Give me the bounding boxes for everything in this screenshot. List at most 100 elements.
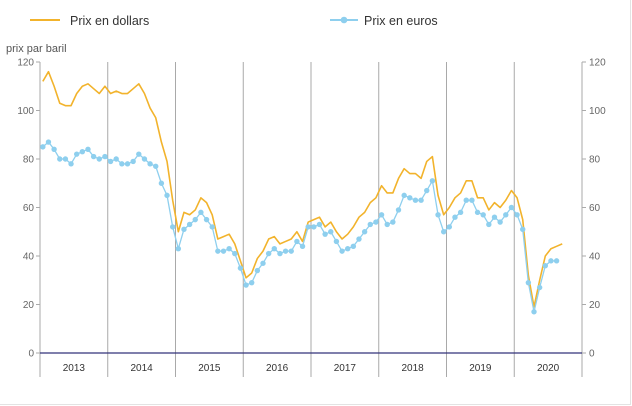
series-point-euros [412,197,419,203]
series-point-euros [469,197,475,203]
series-point-euros [277,250,283,257]
series-point-euros [339,248,345,254]
series-point-euros [378,212,385,218]
series-point-euros [192,216,198,223]
y-tick-label-right: 40 [589,252,601,263]
series-point-euros [107,158,114,165]
series-point-euros [243,282,249,288]
series-point-euros [130,158,136,165]
series-point-euros [333,238,340,245]
series-point-euros [361,229,368,235]
series-point-euros [491,214,498,220]
series-point-euros [220,248,227,254]
series-point-euros [345,246,351,252]
series-point-euros [68,161,74,167]
y-tick-label-right: 0 [589,349,595,360]
series-line-euros [42,141,557,313]
series-point-euros [198,209,204,216]
series-point-euros [474,209,481,216]
series-point-euros [186,221,193,228]
x-tick-label: 2019 [469,363,492,374]
series-point-euros [175,246,182,252]
y-tick-label-left: 100 [17,106,34,117]
series-point-euros [169,224,176,230]
series-point-euros [548,258,554,264]
series-point-euros [40,144,46,150]
series-point-euros [90,153,97,160]
series-point-euros [486,221,492,228]
y-tick-label-right: 100 [589,106,606,117]
series-point-euros [294,238,300,245]
series-point-euros [124,161,131,167]
series-point-euros [440,229,447,235]
series-point-euros [45,139,52,145]
legend-euros-marker [340,16,348,24]
y-tick-label-left: 80 [23,155,35,166]
series-point-euros [463,197,469,203]
legend-dollars-label: Prix en dollars [70,14,149,28]
series-point-euros [265,250,272,257]
series-line-dollars [42,70,563,308]
series-point-euros [215,248,221,254]
y-tick-label-left: 60 [23,203,35,214]
series-point-euros [85,146,91,152]
series-point-euros [232,250,238,257]
x-tick-label: 2016 [266,363,289,374]
y-tick-label-left: 120 [17,58,34,69]
series-point-euros [446,224,453,230]
series-point-euros [350,243,357,249]
series-point-euros [328,229,334,235]
series-point-euros [531,309,537,315]
x-tick-label: 2015 [198,363,221,374]
series-point-euros [136,151,142,157]
legend-euros-label: Prix en euros [364,14,438,28]
series-point-euros [113,156,119,162]
y-unit-label: prix par baril [6,43,67,55]
series-point-euros [311,224,317,230]
series-point-euros [209,224,215,230]
series-point-euros [271,246,277,252]
series-point-euros [429,178,436,184]
series-point-euros [395,207,402,213]
series-point-euros [435,212,441,218]
series-point-euros [384,221,390,228]
series-point-euros [141,156,148,162]
series-point-euros [520,226,526,233]
series-point-euros [525,279,532,286]
x-tick-label: 2018 [402,363,425,374]
series-point-euros [254,267,261,274]
y-tick-label-right: 120 [589,58,606,69]
series-point-euros [322,231,328,237]
series-point-euros [356,236,362,242]
series-point-euros [288,248,294,254]
series-point-euros [508,204,515,211]
series-point-euros [51,146,57,152]
y-tick-label-right: 20 [589,300,601,311]
series-point-euros [79,149,86,155]
series-point-euros [407,195,413,201]
series-point-euros [62,156,69,162]
series-point-euros [424,187,430,194]
series-point-euros [57,156,63,162]
series-point-euros [497,219,503,225]
series-point-euros [147,161,153,167]
x-tick-label: 2013 [63,363,86,374]
series-point-euros [237,265,244,271]
series-point-euros [452,214,458,220]
series-point-euros [282,248,289,254]
series-point-euros [249,279,255,286]
series-point-euros [367,221,373,228]
x-tick-label: 2020 [537,363,560,374]
y-tick-label-right: 80 [589,155,601,166]
x-tick-label: 2014 [131,363,154,374]
series-point-euros [418,197,424,203]
series-layer [40,70,563,315]
series-point-euros [158,180,165,186]
series-point-euros [457,209,464,216]
legend: Prix en dollars Prix en euros [30,14,438,28]
series-point-euros [299,243,306,249]
series-point-euros [316,221,323,228]
series-point-euros [390,219,396,225]
